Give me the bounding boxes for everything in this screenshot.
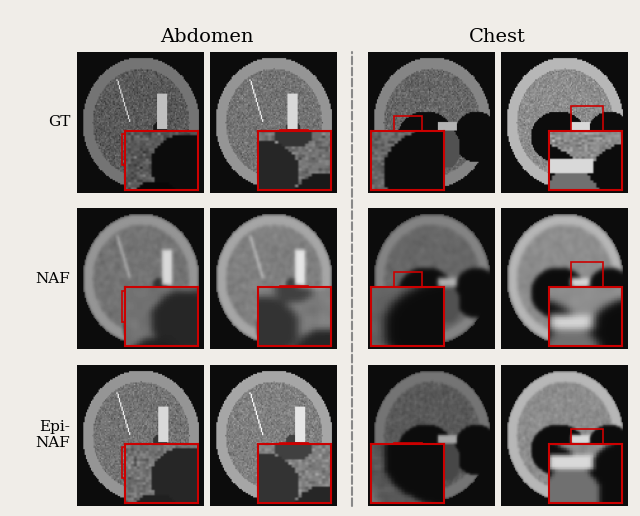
Bar <box>394 443 422 474</box>
Bar <box>280 286 308 317</box>
Bar <box>280 443 308 474</box>
Bar <box>280 130 308 161</box>
Bar <box>122 291 153 321</box>
Bar <box>571 263 602 298</box>
Bar <box>122 447 153 478</box>
Bar <box>122 134 153 165</box>
Bar <box>394 272 422 303</box>
Text: Epi-
NAF: Epi- NAF <box>36 420 70 450</box>
Text: GT: GT <box>48 115 70 129</box>
Text: Abdomen: Abdomen <box>159 28 253 46</box>
Bar <box>571 429 602 464</box>
Bar <box>571 106 602 141</box>
Bar <box>394 116 422 147</box>
Text: NAF: NAF <box>36 271 70 286</box>
Text: Chest: Chest <box>469 28 526 46</box>
